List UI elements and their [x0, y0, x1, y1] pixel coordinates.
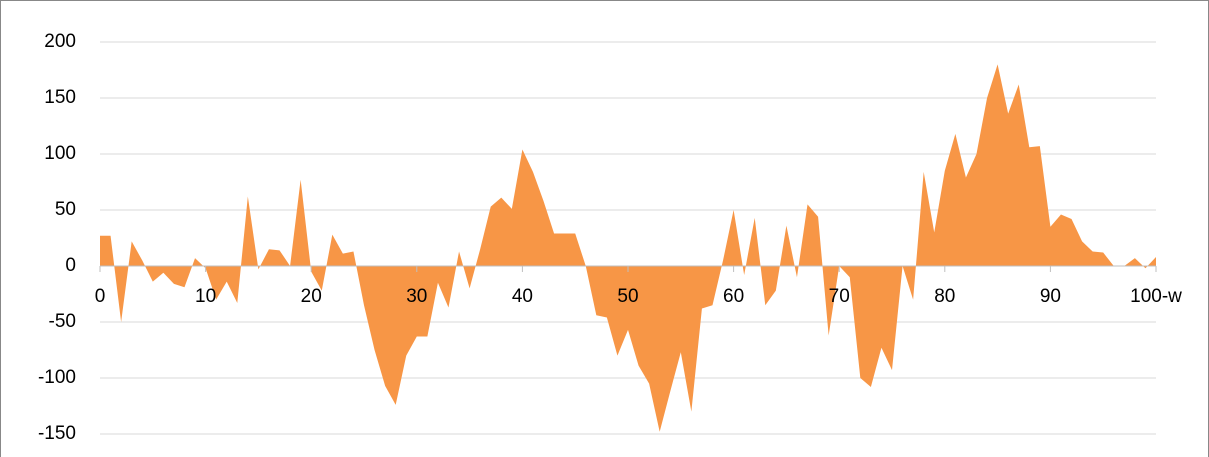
area — [100, 64, 1156, 432]
x-tick-label: 20 — [301, 286, 322, 307]
y-tick-label: -150 — [38, 423, 76, 444]
y-tick-label: -50 — [49, 311, 76, 332]
y-tick-label: 100 — [44, 143, 76, 164]
y-tick-label: 200 — [44, 31, 76, 52]
x-tick-label: 80 — [934, 286, 955, 307]
x-tick-label: 50 — [617, 286, 638, 307]
x-tick-label: 0 — [95, 286, 106, 307]
x-tick-label: 100-w — [1130, 286, 1182, 307]
x-tick-label: 70 — [829, 286, 850, 307]
x-tick-label: 40 — [512, 286, 533, 307]
x-tick-label: 60 — [723, 286, 744, 307]
y-tick-label: -100 — [38, 367, 76, 388]
x-tick-label: 90 — [1040, 286, 1061, 307]
y-tick-label: 50 — [55, 199, 76, 220]
y-tick-label: 150 — [44, 87, 76, 108]
x-tick-label: 10 — [195, 286, 216, 307]
y-tick-label: 0 — [65, 255, 76, 276]
x-tick-label: 30 — [406, 286, 427, 307]
